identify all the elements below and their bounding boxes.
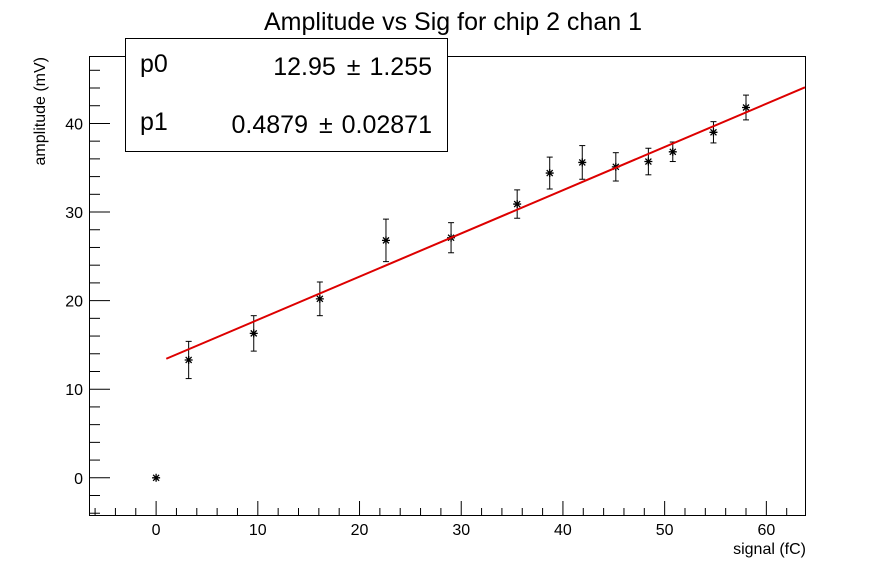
y-tick-label: 40 bbox=[65, 116, 83, 133]
data-point bbox=[644, 147, 653, 176]
stat-p0-pm-symbol: ± bbox=[347, 53, 361, 81]
data-point bbox=[315, 281, 324, 317]
x-tick-label: 40 bbox=[554, 522, 572, 539]
data-point bbox=[184, 340, 193, 380]
star-marker bbox=[668, 147, 677, 156]
x-axis-label: signal (fC) bbox=[733, 541, 806, 558]
stat-p0-value: 12.95 ± 1.255 bbox=[273, 53, 432, 81]
fit-stats-box: p0 12.95 ± 1.255 p1 0.4879 ± 0.02871 bbox=[125, 38, 448, 152]
star-marker bbox=[184, 355, 193, 364]
y-axis-ticks bbox=[90, 69, 110, 514]
x-tick-label: 60 bbox=[757, 522, 775, 539]
fit-line-group bbox=[165, 86, 806, 360]
star-marker bbox=[152, 473, 161, 482]
y-axis-label: amplitude (mV) bbox=[32, 57, 49, 165]
data-point bbox=[152, 473, 161, 482]
data-point bbox=[381, 218, 390, 263]
x-tick-label: 10 bbox=[249, 522, 267, 539]
fit-line bbox=[165, 86, 806, 360]
star-marker bbox=[644, 157, 653, 166]
star-marker bbox=[742, 103, 751, 112]
x-tick-label: 0 bbox=[152, 522, 161, 539]
y-axis-tick-labels: 0 10 20 30 40 bbox=[65, 116, 83, 487]
star-marker bbox=[545, 169, 554, 178]
star-marker bbox=[249, 329, 258, 338]
stat-p1-name: p1 bbox=[140, 108, 168, 136]
star-marker bbox=[578, 158, 587, 167]
data-point bbox=[742, 94, 751, 121]
stat-p1-number: 0.4879 bbox=[232, 111, 308, 139]
data-point bbox=[545, 156, 554, 190]
data-points bbox=[152, 94, 751, 482]
x-axis-ticks bbox=[94, 501, 788, 515]
star-marker bbox=[513, 200, 522, 209]
stat-p0-name: p0 bbox=[140, 50, 168, 78]
y-tick-label: 0 bbox=[74, 471, 83, 488]
x-axis-tick-labels: 0 10 20 30 40 50 60 bbox=[152, 522, 776, 539]
stat-p1-value: 0.4879 ± 0.02871 bbox=[232, 111, 432, 139]
star-marker bbox=[709, 128, 718, 137]
data-point bbox=[513, 189, 522, 219]
x-tick-label: 30 bbox=[452, 522, 470, 539]
chart-title: Amplitude vs Sig for chip 2 chan 1 bbox=[264, 8, 642, 36]
y-tick-label: 20 bbox=[65, 294, 83, 311]
data-point bbox=[578, 145, 587, 180]
y-tick-label: 10 bbox=[65, 382, 83, 399]
stat-p0-error: 1.255 bbox=[369, 53, 432, 81]
data-point bbox=[668, 141, 677, 163]
stat-p0-number: 12.95 bbox=[273, 53, 336, 81]
y-tick-label: 30 bbox=[65, 205, 83, 222]
x-tick-label: 50 bbox=[656, 522, 674, 539]
star-marker bbox=[315, 294, 324, 303]
stats-box-border bbox=[125, 38, 448, 152]
x-tick-label: 20 bbox=[351, 522, 369, 539]
star-marker bbox=[381, 236, 390, 245]
stat-p1-pm-symbol: ± bbox=[319, 111, 333, 139]
stat-p1-error: 0.02871 bbox=[342, 111, 432, 139]
